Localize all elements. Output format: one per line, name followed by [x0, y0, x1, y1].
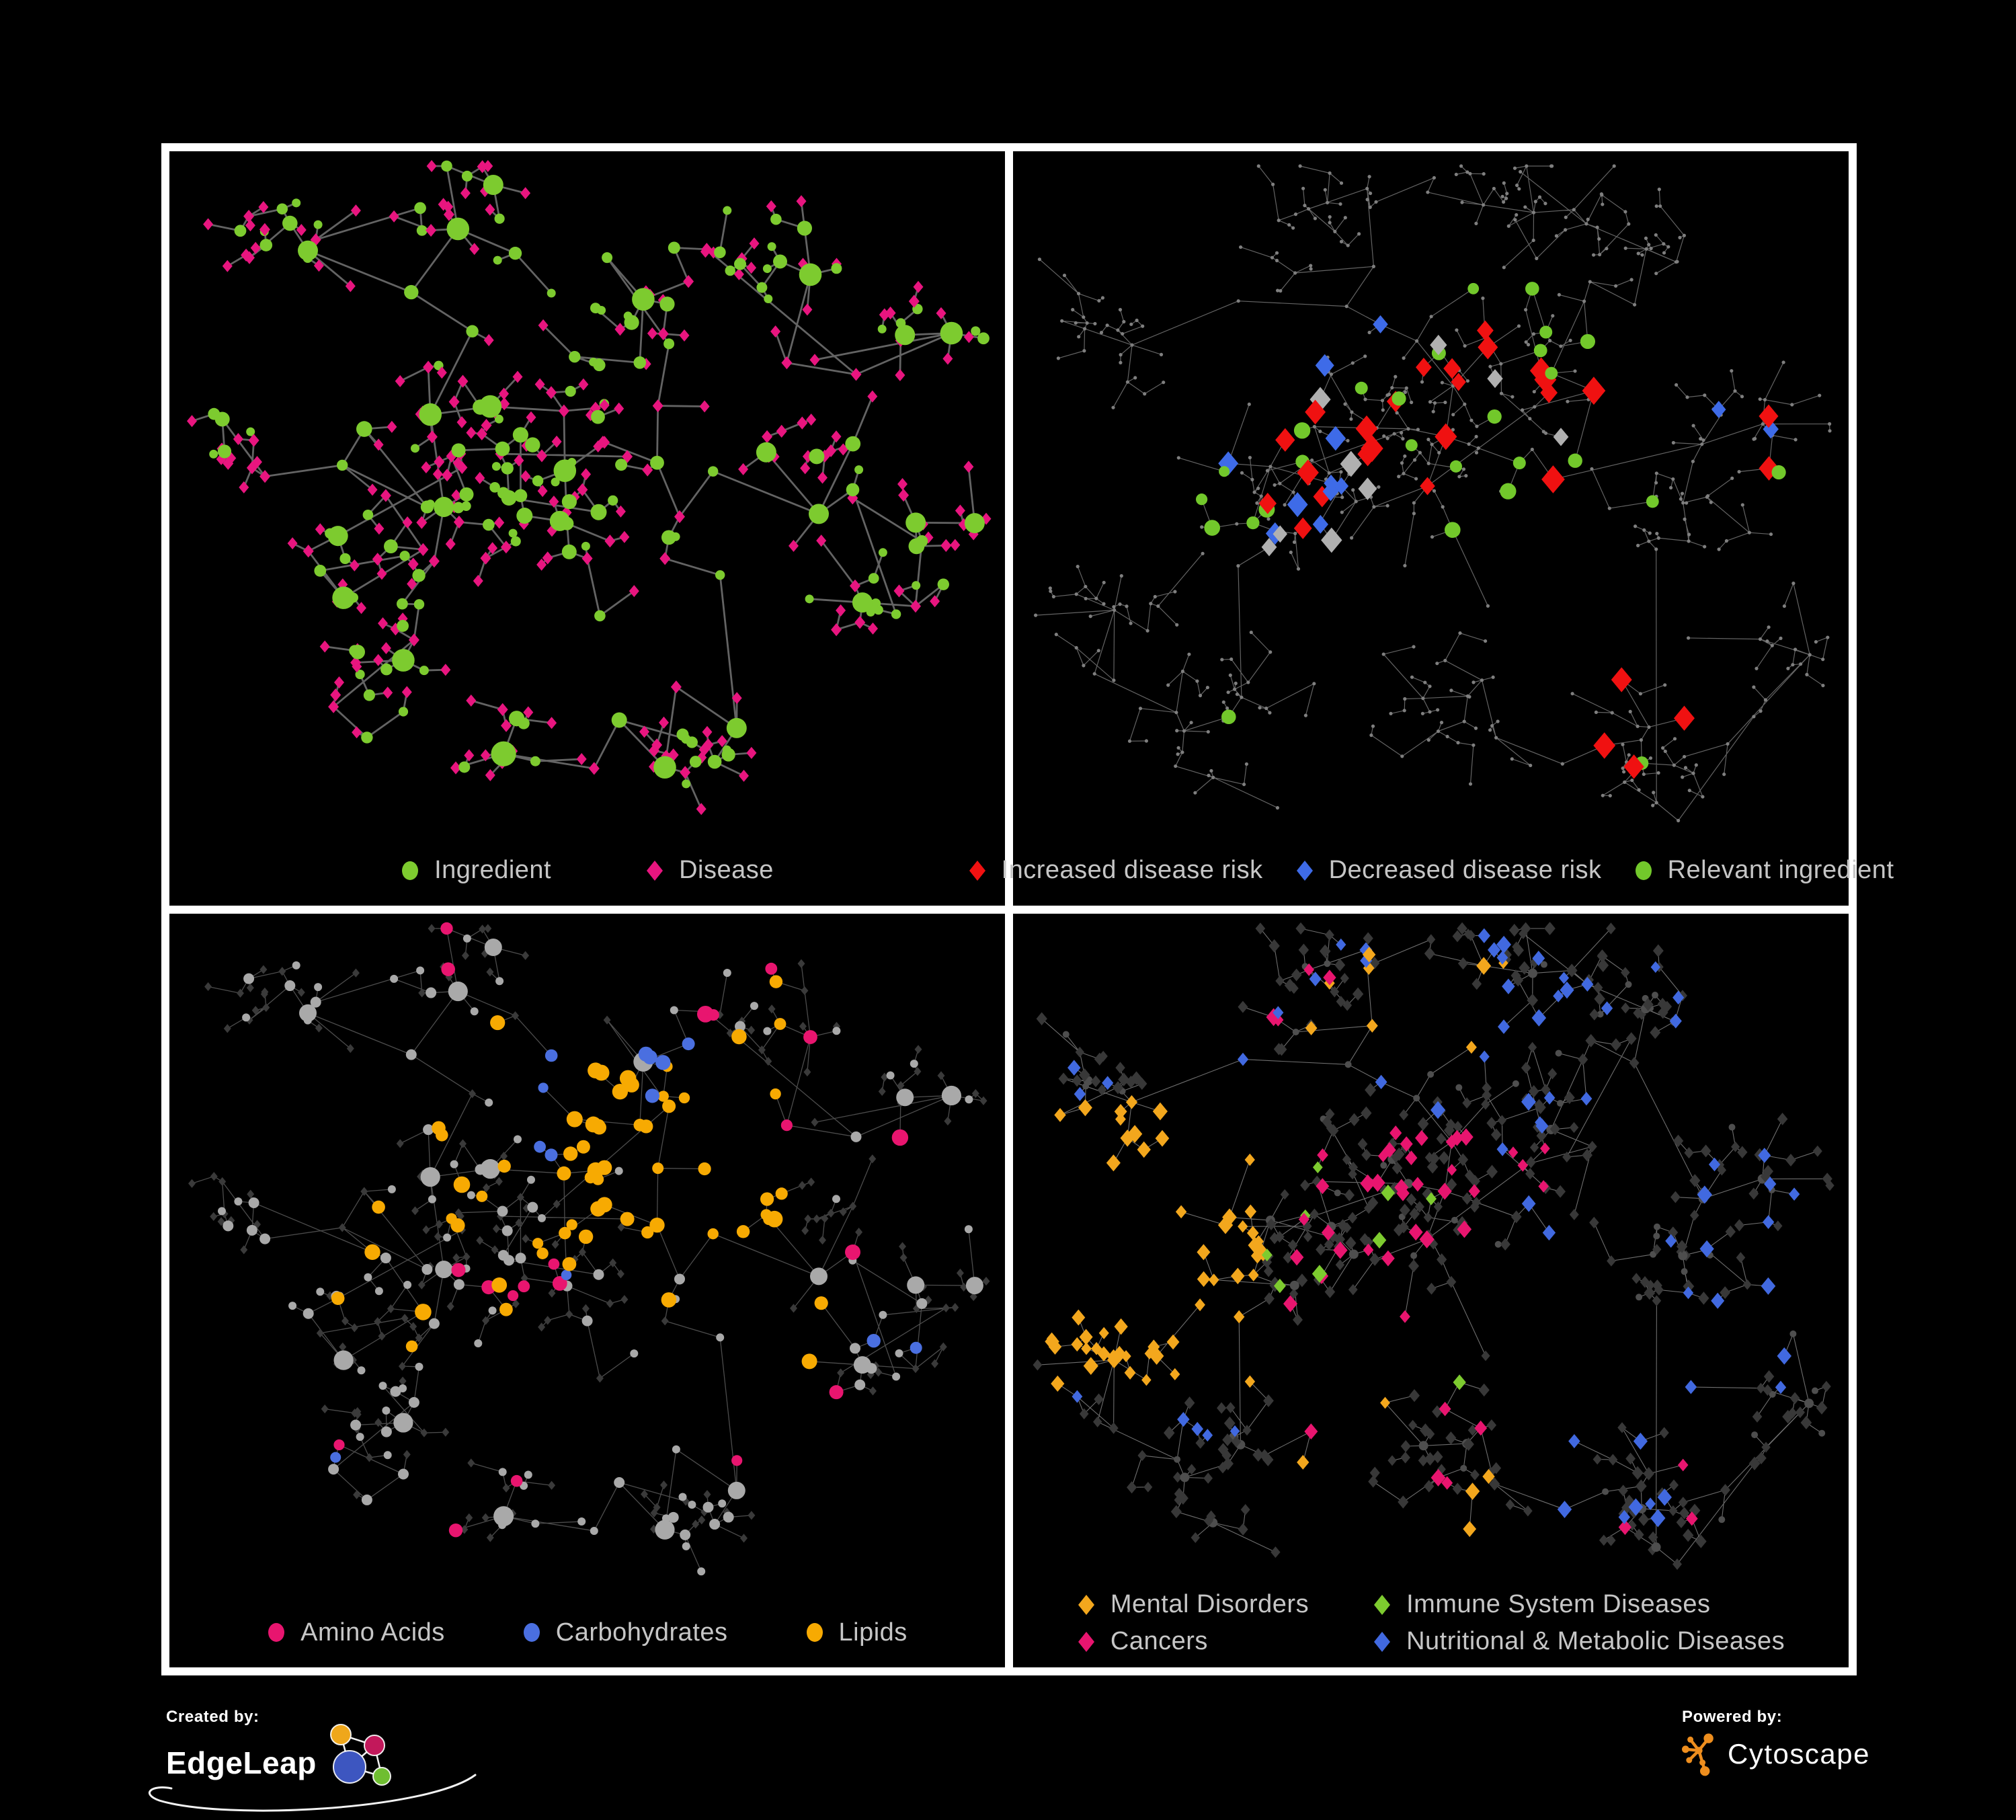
legend-label: Disease [679, 856, 774, 884]
relevant-ingredient-legend-marker [1635, 861, 1652, 880]
legend-label: Amino Acids [300, 1618, 445, 1647]
legend-label: Nutritional & Metabolic Diseases [1406, 1627, 1785, 1655]
legend-item-amino-acids: Amino Acids [267, 1618, 445, 1647]
panel-macronutrient-classes-network: Amino Acids Carbohydrates Lipids [165, 909, 1009, 1671]
created-by-label: Created by: [166, 1708, 259, 1726]
legend-label: Increased disease risk [1001, 856, 1263, 884]
decreased-disease-risk-legend-marker [1296, 860, 1313, 881]
legend-label: Cancers [1110, 1627, 1208, 1655]
legend-label: Decreased disease risk [1328, 856, 1602, 884]
disease-categories-legend: Mental Disorders Cancers Immune System Dis… [1013, 1579, 1849, 1667]
legend-label: Relevant ingredient [1667, 856, 1894, 884]
ingredient-disease-network-graph [187, 160, 992, 816]
panel-disease-categories-network: Mental Disorders Cancers Immune System Dis… [1009, 909, 1853, 1671]
edgeleap-brand-row: EdgeLeap [149, 1724, 477, 1812]
amino-acids-legend-marker [268, 1623, 285, 1642]
legend-item-relevant-ingredient: Relevant ingredient [1634, 856, 1894, 885]
lipids-legend-marker [806, 1623, 823, 1642]
cancers-legend-marker [1078, 1631, 1094, 1652]
panel-disease-risk-network: Increased disease risk Decreased disease … [969, 147, 1894, 910]
disease-risk-legend: Increased disease risk Decreased disease … [969, 836, 1894, 906]
edgeleap-wordmark: EdgeLeap [166, 1745, 317, 1780]
increased-disease-risk-legend-marker [969, 860, 985, 881]
legend-item-increased-disease-risk: Increased disease risk [968, 856, 1263, 885]
cytoscape-logo-icon [1682, 1733, 1713, 1776]
legend-label: Carbohydrates [555, 1618, 728, 1647]
macronutrient-classes-legend: Amino Acids Carbohydrates Lipids [169, 1597, 1005, 1667]
legend-item-decreased-disease-risk: Decreased disease risk [1295, 856, 1602, 885]
legend-item-cancers: Cancers [1077, 1627, 1208, 1656]
legend-item-immune-system-diseases: Immune System Diseases [1373, 1590, 1710, 1619]
network-panels-grid: Ingredient Disease Increased disease risk… [161, 143, 1894, 1675]
cytoscape-brand-row: Cytoscape [1682, 1731, 1870, 1778]
legend-item-nutritional-metabolic-diseases: Nutritional & Metabolic Diseases [1373, 1627, 1785, 1656]
ingredient-disease-legend: Ingredient Disease [169, 836, 1005, 906]
legend-item-disease: Disease [645, 856, 774, 885]
carbohydrates-legend-marker [523, 1623, 540, 1642]
legend-label: Mental Disorders [1110, 1590, 1309, 1618]
powered-by-label: Powered by: [1682, 1708, 1783, 1726]
disease-legend-marker [647, 860, 663, 881]
cytoscape-wordmark: Cytoscape [1728, 1738, 1870, 1770]
ingredient-legend-marker [402, 861, 419, 880]
legend-item-ingredient: Ingredient [401, 856, 551, 885]
legend-label: Lipids [838, 1618, 908, 1647]
cytoscape-credit: Powered by: [1682, 1708, 1870, 1778]
disease-categories-network-graph [1033, 921, 1834, 1570]
nutritional-metabolic-diseases-legend-marker [1374, 1631, 1391, 1652]
legend-label: Ingredient [434, 856, 552, 884]
legend-item-mental-disorders: Mental Disorders [1077, 1590, 1309, 1619]
panel-ingredient-disease-network: Ingredient Disease [165, 147, 1009, 910]
mental-disorders-legend-marker [1078, 1594, 1094, 1615]
macronutrient-classes-network-graph [188, 922, 990, 1575]
edgeleap-credit: Created by: EdgeLeap [149, 1708, 477, 1812]
legend-item-carbohydrates: Carbohydrates [522, 1618, 728, 1647]
legend-item-lipids: Lipids [805, 1618, 908, 1647]
disease-risk-network-graph [1034, 164, 1832, 823]
edgeleap-logo-icon [329, 1724, 391, 1786]
legend-label: Immune System Diseases [1406, 1590, 1711, 1618]
immune-system-diseases-legend-marker [1374, 1594, 1391, 1615]
